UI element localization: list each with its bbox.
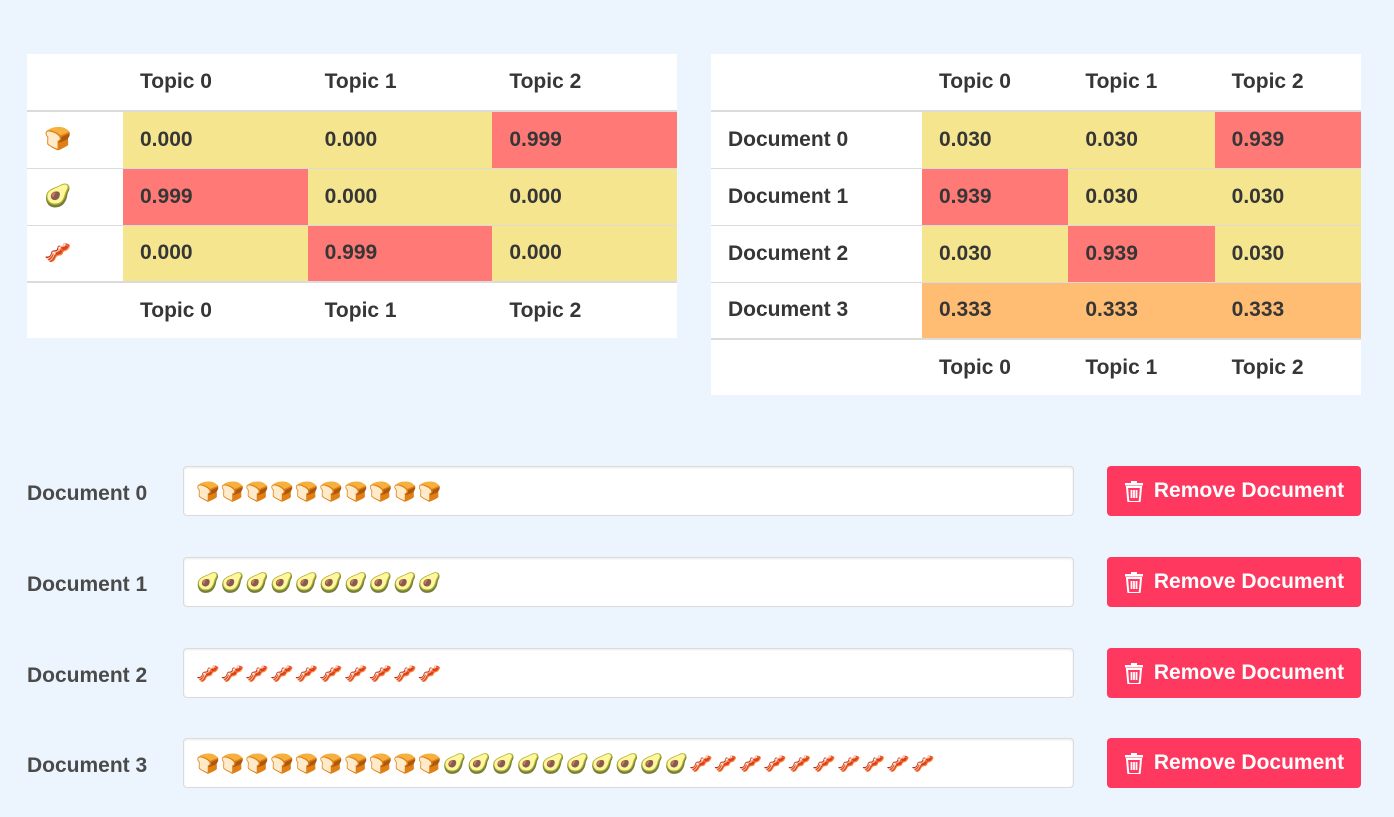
topic-footer: Topic 1: [307, 281, 493, 338]
remove-button-label: Remove Document: [1153, 479, 1345, 502]
document-row-label: Document 0: [728, 127, 849, 151]
trash-icon: [1124, 572, 1143, 593]
probability-cell: 0.999: [492, 111, 677, 168]
remove-button-label: Remove Document: [1153, 570, 1345, 593]
trash-icon: [1124, 753, 1143, 774]
probability-cell: 0.999: [123, 167, 308, 225]
topic-header: Topic 2: [492, 54, 677, 112]
document-label: Document 1: [27, 573, 148, 596]
table-footer-row: Topic 0 Topic 1 Topic 2: [27, 281, 677, 338]
probability-cell: 0.939: [922, 167, 1069, 225]
word-topic-table: Topic 0 Topic 1 Topic 2 🍞 0.000 0.000 0.…: [27, 54, 677, 338]
document-row: Document 2 Remove Document: [27, 648, 1361, 698]
table-row: Document 3 0.333 0.333 0.333: [711, 281, 1361, 339]
document-row-label: Document 3: [711, 281, 922, 339]
probability-cell: 0.999: [307, 224, 493, 282]
table-row: 🍞 0.000 0.000 0.999: [27, 111, 677, 168]
document-row: Document 1 Remove Document: [27, 557, 1361, 607]
probability-cell: 0.333: [922, 281, 1069, 339]
probability-cell: 0.000: [123, 224, 308, 282]
remove-document-button[interactable]: Remove Document: [1107, 466, 1361, 516]
document-input[interactable]: [183, 738, 1074, 788]
table-row: Document 2 0.030 0.939 0.030: [711, 224, 1361, 282]
remove-document-button[interactable]: Remove Document: [1107, 557, 1361, 607]
word-emoji-bread: 🍞: [44, 127, 72, 153]
probability-cell: 0.030: [922, 224, 1069, 282]
probability-cell: 0.939: [1214, 111, 1361, 168]
topic-header: Topic 1: [307, 54, 493, 112]
remove-button-label: Remove Document: [1153, 661, 1345, 684]
probability-cell: 0.030: [1068, 111, 1215, 168]
probability-cell: 0.333: [1068, 281, 1215, 339]
topic-header: Topic 2: [1214, 54, 1361, 112]
topic-footer: Topic 1: [1068, 338, 1215, 395]
remove-button-label: Remove Document: [1153, 751, 1345, 774]
probability-cell: 0.030: [1214, 167, 1361, 225]
table-row: Document 0 0.030 0.030 0.939: [711, 111, 1361, 168]
probability-cell: 0.000: [492, 224, 677, 282]
remove-document-button[interactable]: Remove Document: [1107, 648, 1361, 698]
topic-footer: Topic 0: [123, 281, 308, 338]
document-input[interactable]: [183, 557, 1074, 607]
table-footer-row: Topic 0 Topic 1 Topic 2: [711, 338, 1361, 395]
document-topic-table: Topic 0 Topic 1 Topic 2 Document 0 0.030…: [711, 54, 1361, 395]
document-input[interactable]: [183, 648, 1074, 698]
word-emoji-bacon: 🥓: [27, 224, 123, 282]
probability-cell: 0.030: [1068, 167, 1215, 225]
topic-header: Topic 0: [123, 54, 308, 112]
corner-cell: [711, 54, 922, 112]
trash-icon: [1124, 481, 1143, 502]
document-label: Document 0: [27, 482, 148, 505]
table-header-row: Topic 0 Topic 1 Topic 2: [711, 54, 1361, 112]
corner-cell: [711, 338, 922, 395]
probability-cell: 0.939: [1068, 224, 1215, 282]
probability-cell: 0.000: [307, 111, 493, 168]
document-row: Document 3 Remove Document: [27, 738, 1361, 788]
probability-cell: 0.000: [492, 167, 677, 225]
word-emoji-avocado: 🥑: [27, 167, 123, 225]
document-row-label: Document 1: [711, 167, 922, 225]
probability-cell: 0.333: [1214, 281, 1361, 339]
trash-icon: [1124, 663, 1143, 684]
document-label: Document 2: [27, 664, 148, 687]
topic-footer: Topic 0: [922, 338, 1069, 395]
probability-cell: 0.030: [922, 111, 1069, 168]
corner-cell: [27, 281, 123, 338]
table-row: Document 1 0.939 0.030 0.030: [711, 167, 1361, 225]
document-label: Document 3: [27, 754, 148, 777]
topic-footer: Topic 2: [492, 281, 677, 338]
document-input[interactable]: [183, 466, 1074, 516]
probability-cell: 0.000: [307, 167, 493, 225]
remove-document-button[interactable]: Remove Document: [1107, 738, 1361, 788]
probability-cell: 0.000: [123, 111, 308, 168]
topic-footer: Topic 2: [1214, 338, 1361, 395]
document-row: Document 0 Remove Document: [27, 466, 1361, 516]
document-row-label: Document 2: [711, 224, 922, 282]
table-header-row: Topic 0 Topic 1 Topic 2: [27, 54, 677, 112]
topic-header: Topic 0: [922, 54, 1069, 112]
probability-cell: 0.030: [1214, 224, 1361, 282]
table-row: 🥑 0.999 0.000 0.000: [27, 167, 677, 225]
table-row: 🥓 0.000 0.999 0.000: [27, 224, 677, 282]
corner-cell: [27, 54, 123, 112]
topic-header: Topic 1: [1068, 54, 1215, 112]
